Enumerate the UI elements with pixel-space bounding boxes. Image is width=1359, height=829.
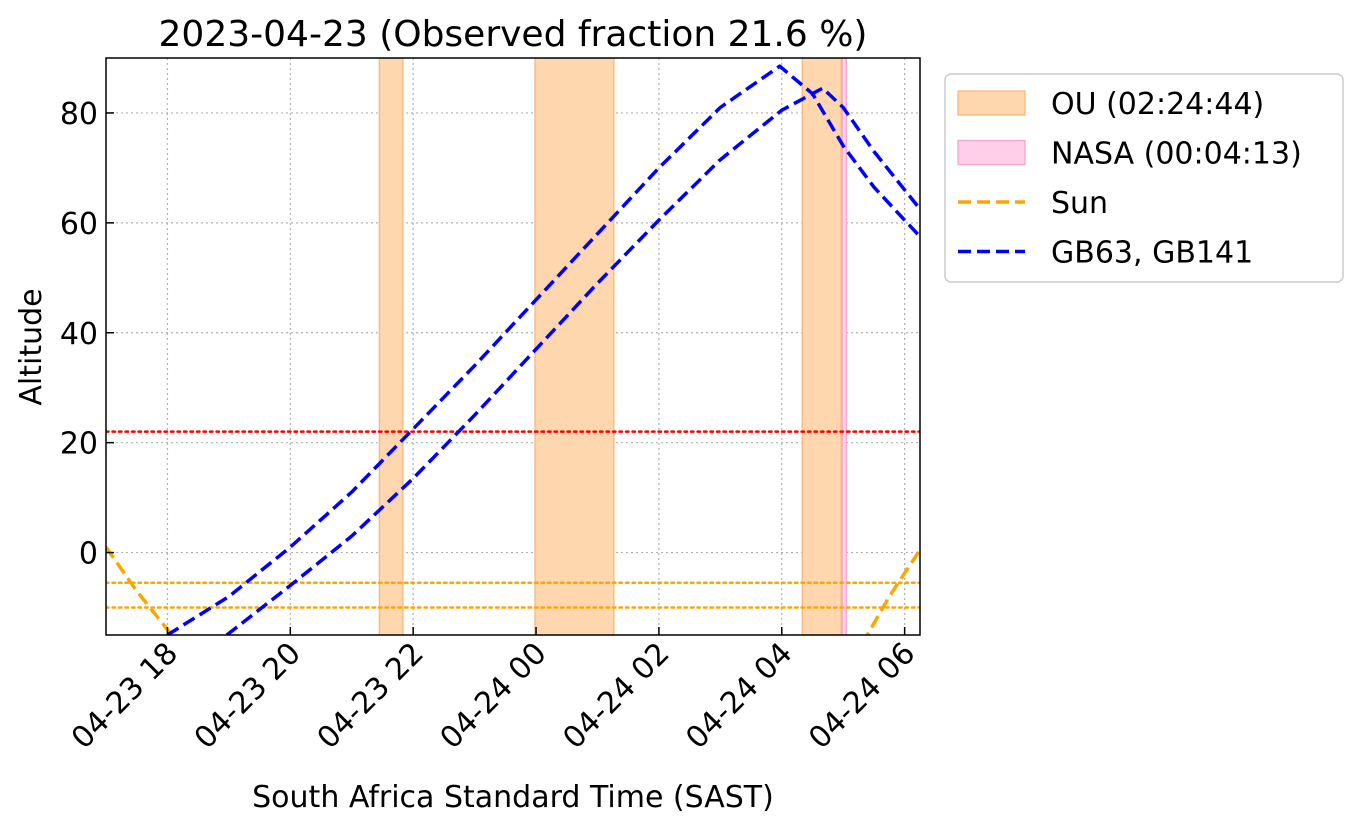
x-tick-label: 04-24 06 <box>802 636 922 756</box>
axis-ticks: 04-23 18 04-23 20 04-23 22 04-24 00 04-24 02… <box>60 97 922 756</box>
ou-span <box>534 58 615 635</box>
x-tick-label: 04-23 22 <box>311 636 431 756</box>
y-tick-label: 40 <box>60 317 98 352</box>
y-tick-label: 60 <box>60 207 98 242</box>
y-tick-label: 20 <box>60 427 98 462</box>
observation-spans <box>378 58 847 635</box>
threshold-lines <box>106 430 920 609</box>
legend-label: OU (02:24:44) <box>1051 87 1264 122</box>
legend-swatch <box>957 90 1026 116</box>
legend: OU (02:24:44) NASA (00:04:13) Sun GB63, GB1… <box>944 73 1344 283</box>
gb141-series-line <box>225 86 920 635</box>
x-axis-label: South Africa Standard Time (SAST) <box>252 780 774 815</box>
plot-frame <box>105 57 921 636</box>
x-tick-label: 04-24 00 <box>434 636 554 756</box>
ou-span <box>801 58 842 635</box>
series-lines <box>106 64 920 635</box>
legend-frame <box>944 73 1344 283</box>
nasa-span <box>841 58 847 635</box>
x-tick-label: 04-23 18 <box>65 636 185 756</box>
y-axis-label: Altitude <box>14 288 49 405</box>
grid <box>106 58 920 635</box>
legend-label: Sun <box>1051 186 1108 221</box>
ou-span <box>378 58 404 635</box>
y-tick-label: 80 <box>60 97 98 132</box>
legend-label: NASA (00:04:13) <box>1051 137 1302 172</box>
x-tick-label: 04-24 02 <box>556 636 676 756</box>
y-tick-label: 0 <box>79 537 98 572</box>
x-tick-label: 04-23 20 <box>188 636 308 756</box>
legend-swatch <box>957 139 1026 166</box>
x-tick-label: 04-24 04 <box>679 636 799 756</box>
gb63-series-line <box>166 64 920 635</box>
sun-series-line <box>106 546 920 635</box>
chart-title: 2023-04-23 (Observed fraction 21.6 %) <box>159 14 868 55</box>
legend-label: GB63, GB141 <box>1051 236 1253 271</box>
